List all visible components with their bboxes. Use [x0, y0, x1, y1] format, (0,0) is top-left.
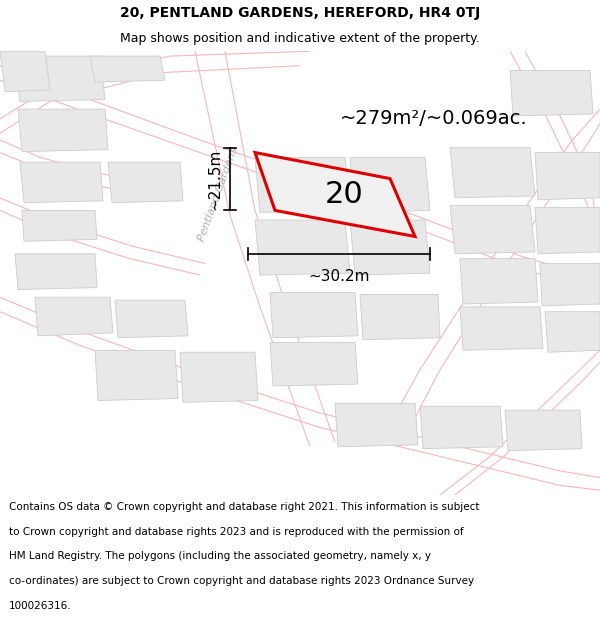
Polygon shape: [510, 71, 593, 116]
Text: HM Land Registry. The polygons (including the associated geometry, namely x, y: HM Land Registry. The polygons (includin…: [9, 551, 431, 561]
Text: ~30.2m: ~30.2m: [308, 269, 370, 284]
Polygon shape: [535, 152, 600, 200]
Polygon shape: [255, 152, 415, 236]
Polygon shape: [95, 350, 178, 401]
Polygon shape: [0, 51, 50, 92]
Polygon shape: [545, 312, 600, 352]
Text: ~279m²/~0.069ac.: ~279m²/~0.069ac.: [340, 109, 527, 128]
Polygon shape: [180, 352, 258, 402]
Polygon shape: [270, 342, 358, 386]
Polygon shape: [350, 220, 430, 275]
Polygon shape: [15, 254, 97, 289]
Polygon shape: [460, 259, 538, 304]
Text: Map shows position and indicative extent of the property.: Map shows position and indicative extent…: [120, 32, 480, 45]
Polygon shape: [450, 148, 535, 198]
Polygon shape: [535, 208, 600, 254]
Text: 100026316.: 100026316.: [9, 601, 71, 611]
Text: Pentland Gardens: Pentland Gardens: [196, 146, 240, 242]
Polygon shape: [90, 56, 165, 82]
Text: 20: 20: [325, 180, 363, 209]
Polygon shape: [420, 406, 503, 449]
Polygon shape: [20, 162, 103, 202]
Text: Contains OS data © Crown copyright and database right 2021. This information is : Contains OS data © Crown copyright and d…: [9, 502, 479, 512]
Polygon shape: [350, 158, 430, 212]
Polygon shape: [460, 307, 543, 350]
Polygon shape: [505, 410, 582, 451]
Text: 20, PENTLAND GARDENS, HEREFORD, HR4 0TJ: 20, PENTLAND GARDENS, HEREFORD, HR4 0TJ: [120, 6, 480, 20]
Polygon shape: [15, 56, 105, 101]
Text: co-ordinates) are subject to Crown copyright and database rights 2023 Ordnance S: co-ordinates) are subject to Crown copyr…: [9, 576, 474, 586]
Text: to Crown copyright and database rights 2023 and is reproduced with the permissio: to Crown copyright and database rights 2…: [9, 527, 464, 537]
Polygon shape: [255, 158, 350, 212]
Text: ~21.5m: ~21.5m: [207, 148, 222, 210]
Polygon shape: [540, 264, 600, 306]
Polygon shape: [255, 220, 350, 275]
Polygon shape: [360, 294, 440, 340]
Polygon shape: [35, 298, 113, 336]
Polygon shape: [115, 300, 188, 338]
Polygon shape: [335, 403, 418, 447]
Polygon shape: [108, 162, 183, 202]
Polygon shape: [22, 211, 97, 241]
Polygon shape: [270, 292, 358, 338]
Polygon shape: [450, 206, 535, 254]
Polygon shape: [18, 109, 108, 152]
